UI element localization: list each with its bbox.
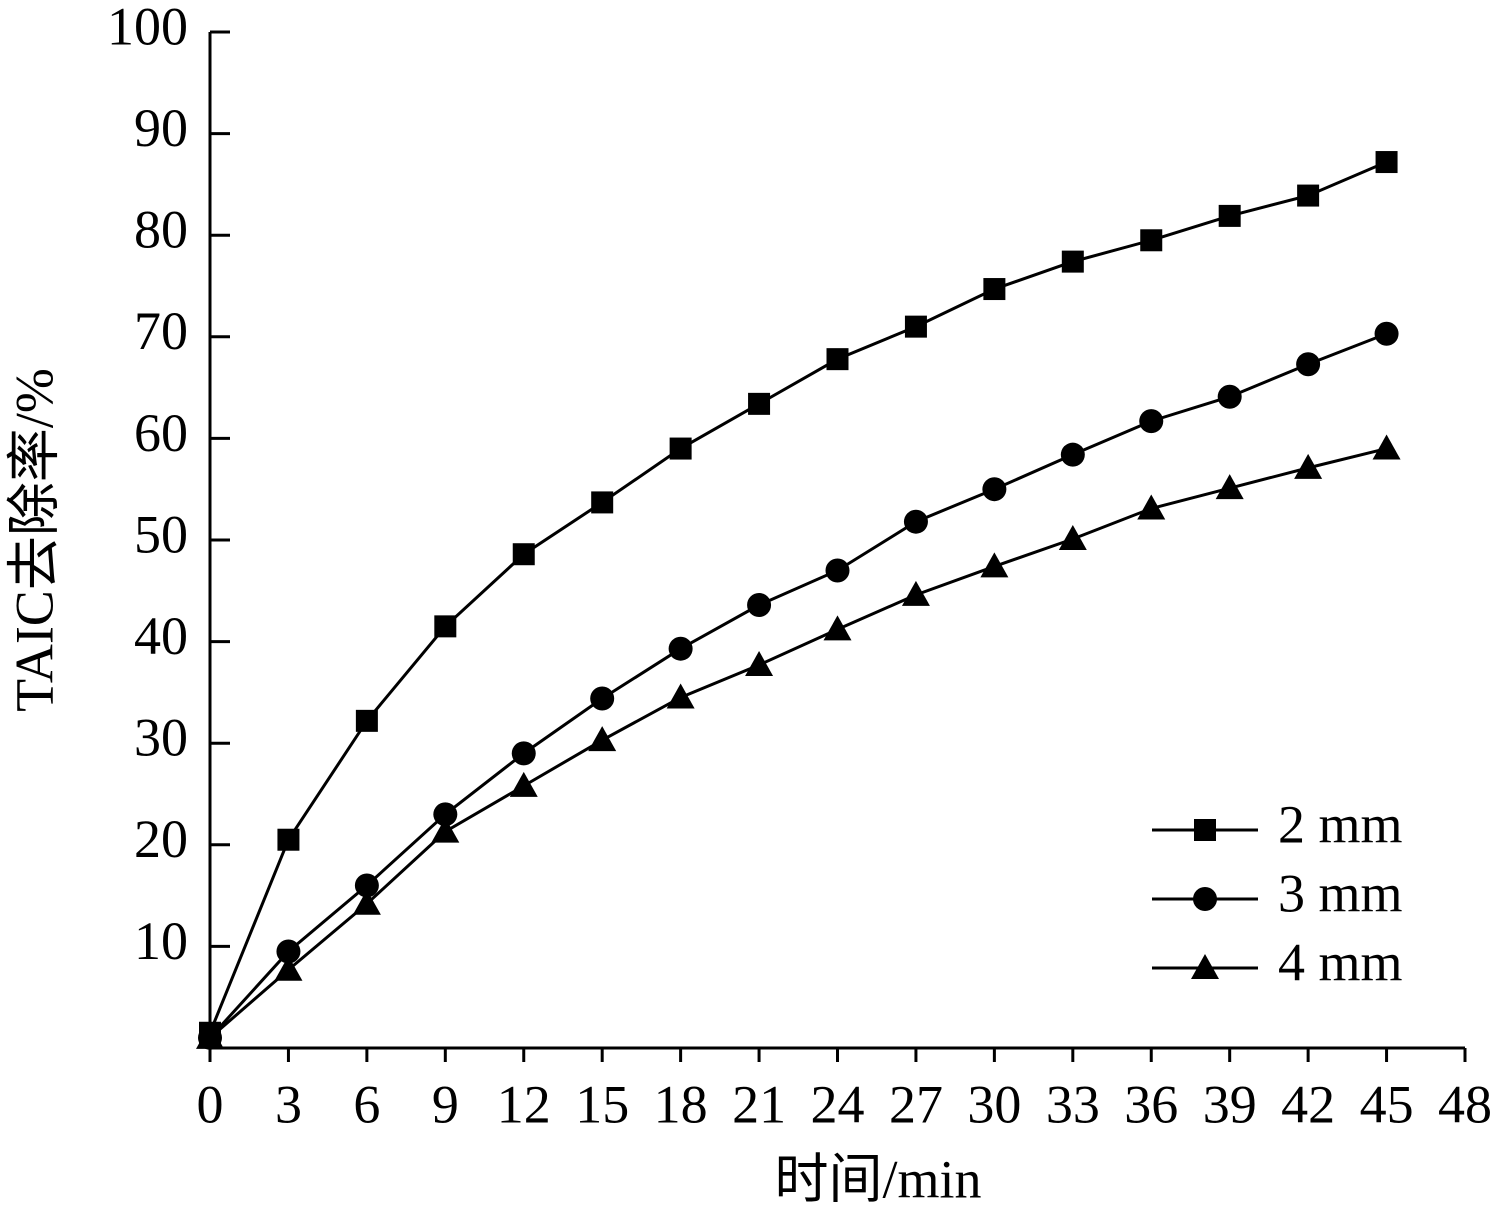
- series-line: [208, 160, 1388, 1034]
- y-tick-label: 70: [134, 301, 188, 361]
- y-tick-label: 10: [134, 911, 188, 971]
- marker: [588, 726, 617, 752]
- marker: [1061, 250, 1084, 273]
- marker: [1058, 524, 1087, 550]
- marker: [1375, 151, 1398, 174]
- marker: [903, 509, 928, 534]
- y-tick-label: 60: [134, 403, 188, 463]
- marker: [1191, 954, 1219, 979]
- x-tick-label: 45: [1360, 1074, 1414, 1134]
- marker: [1137, 494, 1166, 520]
- marker: [1193, 887, 1217, 911]
- marker: [355, 709, 378, 732]
- x-tick-label: 42: [1281, 1074, 1335, 1134]
- marker: [748, 392, 771, 415]
- x-tick-label: 39: [1203, 1074, 1257, 1134]
- y-tick-label: 100: [107, 0, 188, 56]
- marker: [196, 1023, 224, 1049]
- x-tick-label: 6: [353, 1074, 380, 1134]
- marker: [431, 817, 460, 843]
- x-tick-label: 15: [575, 1074, 629, 1134]
- y-tick-label: 80: [134, 200, 188, 260]
- marker: [1296, 352, 1321, 377]
- marker: [980, 552, 1009, 578]
- marker: [826, 348, 849, 371]
- series-line: [209, 447, 1387, 1039]
- legend-label: 4 mm: [1278, 932, 1403, 992]
- marker: [747, 593, 772, 618]
- x-tick-label: 48: [1438, 1074, 1492, 1134]
- marker: [276, 939, 301, 964]
- y-tick-label: 20: [134, 809, 188, 869]
- x-tick-label: 36: [1124, 1074, 1178, 1134]
- x-tick-label: 9: [432, 1074, 459, 1134]
- marker: [1297, 184, 1320, 207]
- marker: [904, 315, 927, 338]
- marker: [511, 741, 536, 766]
- x-tick-label: 18: [654, 1074, 708, 1134]
- marker: [983, 278, 1006, 301]
- x-tick-label: 30: [967, 1074, 1021, 1134]
- marker: [1218, 204, 1241, 227]
- series-line: [208, 332, 1388, 1039]
- marker: [433, 802, 458, 827]
- marker: [277, 828, 300, 851]
- marker: [668, 636, 693, 661]
- marker: [1372, 434, 1401, 460]
- y-tick-label: 40: [134, 606, 188, 666]
- marker: [1139, 409, 1164, 434]
- marker: [354, 873, 379, 898]
- marker: [1060, 442, 1085, 467]
- marker: [1374, 321, 1399, 346]
- marker: [1194, 819, 1216, 841]
- marker: [274, 955, 303, 981]
- y-tick-label: 50: [134, 504, 188, 564]
- x-tick-label: 12: [497, 1074, 551, 1134]
- marker: [509, 771, 538, 797]
- marker: [982, 477, 1007, 502]
- y-axis-title: TAIC去除率/%: [4, 368, 64, 712]
- x-tick-label: 27: [889, 1074, 943, 1134]
- marker: [901, 580, 930, 606]
- x-axis-title: 时间/min: [774, 1149, 981, 1209]
- marker: [1217, 384, 1242, 409]
- marker: [1215, 474, 1244, 500]
- marker: [823, 615, 852, 641]
- marker: [434, 615, 457, 638]
- marker: [512, 543, 535, 566]
- y-tick-label: 90: [134, 98, 188, 158]
- x-tick-label: 3: [275, 1074, 302, 1134]
- marker: [825, 558, 850, 583]
- x-tick-label: 24: [811, 1074, 865, 1134]
- x-tick-label: 21: [732, 1074, 786, 1134]
- marker: [669, 437, 692, 460]
- legend-label: 2 mm: [1278, 794, 1403, 854]
- marker: [590, 686, 615, 711]
- marker: [352, 889, 381, 915]
- marker: [1294, 453, 1323, 479]
- marker: [591, 491, 614, 514]
- marker: [745, 650, 774, 676]
- x-tick-label: 33: [1046, 1074, 1100, 1134]
- x-tick-label: 0: [197, 1074, 224, 1134]
- marker: [1140, 229, 1163, 252]
- marker: [666, 683, 695, 709]
- y-tick-label: 30: [134, 708, 188, 768]
- legend-label: 3 mm: [1278, 863, 1403, 923]
